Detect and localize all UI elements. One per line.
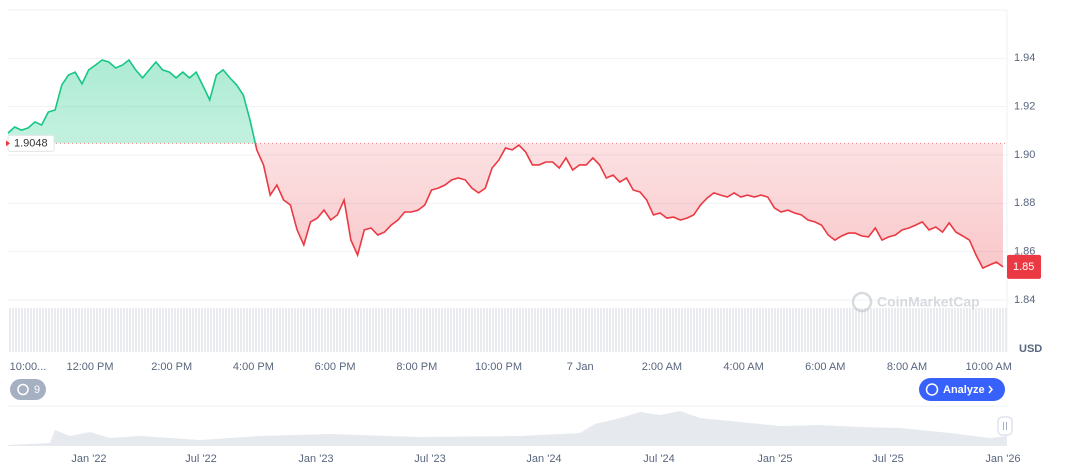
navigator-area xyxy=(8,411,1007,446)
range-label: Jul '23 xyxy=(414,453,445,465)
currency-label: USD xyxy=(1019,343,1042,355)
x-tick-label: 10:00 AM xyxy=(965,361,1011,373)
x-tick-label: 6:00 PM xyxy=(315,361,356,373)
watermark: CoinMarketCap xyxy=(851,291,980,313)
range-label: Jan '23 xyxy=(298,453,333,465)
history-badge[interactable]: 9 xyxy=(10,379,46,400)
y-tick-label: 1.94 xyxy=(1014,52,1035,64)
y-tick-label: 1.90 xyxy=(1014,149,1035,161)
range-label: Jan '25 xyxy=(757,453,792,465)
y-tick-label: 1.84 xyxy=(1014,294,1035,306)
area-up xyxy=(8,60,256,144)
range-label: Jan '22 xyxy=(71,453,106,465)
analyze-bg[interactable] xyxy=(919,378,1005,401)
range-label: Jan '24 xyxy=(526,453,561,465)
y-tick-label: 1.86 xyxy=(1014,246,1035,258)
price-line-down xyxy=(254,143,1004,270)
watermark-text: CoinMarketCap xyxy=(877,294,980,310)
range-label: Jan '26 xyxy=(985,453,1020,465)
x-tick-label: 10:00 PM xyxy=(475,361,522,373)
analyze-button[interactable]: Analyze xyxy=(919,378,1005,401)
x-tick-label: 4:00 AM xyxy=(723,361,763,373)
current-price-label: 1.85 xyxy=(1013,261,1034,273)
x-tick-label: 8:00 PM xyxy=(396,361,437,373)
x-tick-label: 10:00... xyxy=(10,361,47,373)
x-tick-label: 6:00 AM xyxy=(805,361,845,373)
y-tick-label: 1.92 xyxy=(1014,101,1035,113)
x-tick-label: 7 Jan xyxy=(567,361,594,373)
x-tick-label: 2:00 PM xyxy=(151,361,192,373)
analyze-icon xyxy=(925,383,939,396)
current-price-bg xyxy=(1007,254,1041,279)
history-count[interactable]: 9 xyxy=(34,384,40,396)
analyze-chevron xyxy=(988,385,993,394)
volume-bars xyxy=(8,308,1007,352)
navigator-handle[interactable] xyxy=(997,416,1013,436)
analyze-label[interactable]: Analyze xyxy=(943,384,985,396)
baseline-label: 1.9048 xyxy=(14,137,48,149)
area-down xyxy=(8,143,1003,269)
clock-icon xyxy=(17,383,29,396)
x-tick-label: 12:00 PM xyxy=(66,361,113,373)
x-tick-label: 4:00 PM xyxy=(233,361,274,373)
baseline-marker xyxy=(6,140,10,147)
range-label: Jul '22 xyxy=(185,453,216,465)
x-tick-label: 2:00 AM xyxy=(642,361,682,373)
x-tick-label: 8:00 AM xyxy=(887,361,927,373)
y-tick-label: 1.88 xyxy=(1014,197,1035,209)
price-line-up xyxy=(7,58,257,144)
range-label: Jul '24 xyxy=(643,453,674,465)
range-label: Jul '25 xyxy=(872,453,903,465)
